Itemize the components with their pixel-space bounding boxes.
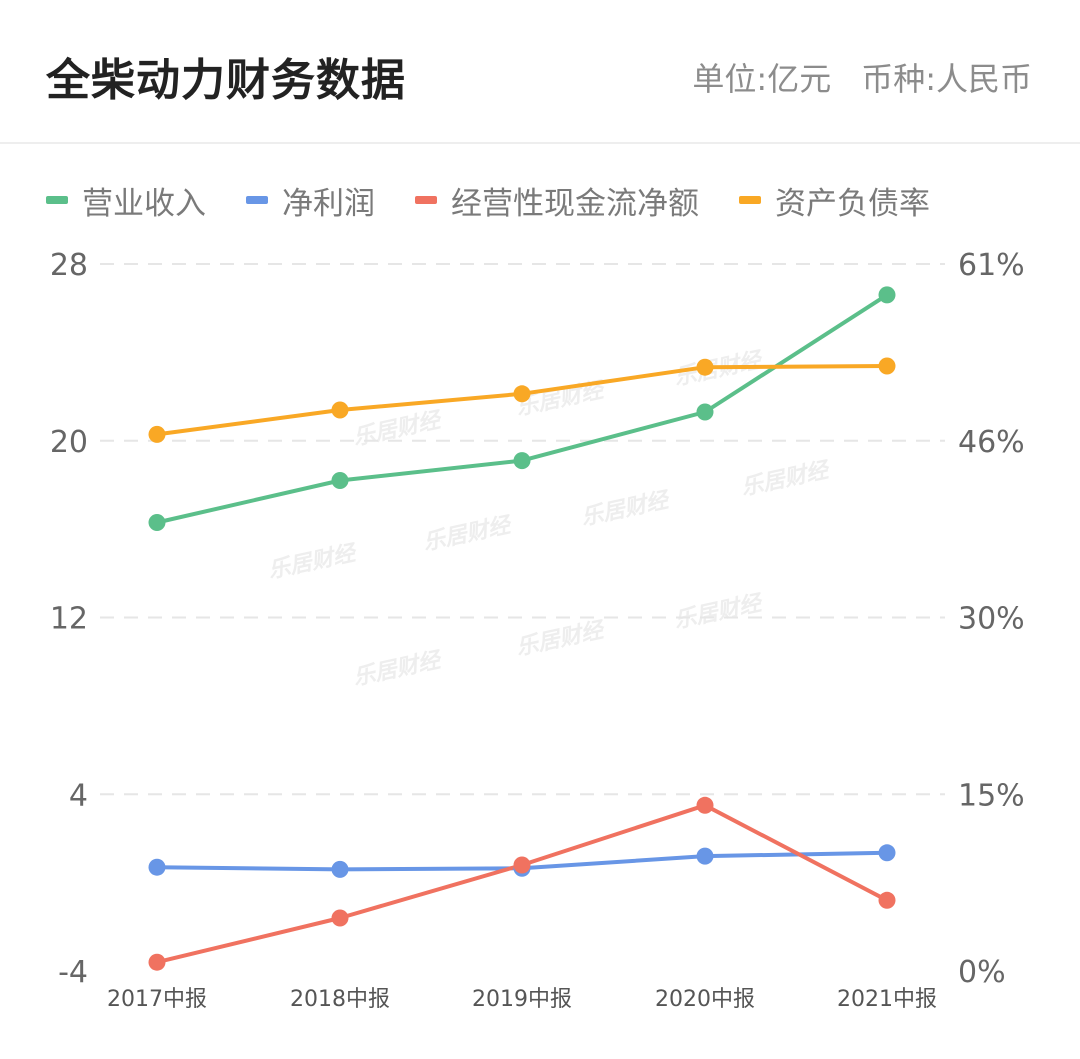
data-point xyxy=(331,909,349,927)
legend-item-net-profit[interactable]: 净利润 xyxy=(246,178,375,223)
data-point xyxy=(513,856,531,874)
data-point xyxy=(148,953,166,971)
legend-item-revenue[interactable]: 营业收入 xyxy=(46,178,206,223)
x-axis-ticks: 2017中报 2018中报 2019中报 2020中报 2021中报 xyxy=(107,987,937,1012)
data-point xyxy=(148,425,166,443)
legend-label: 营业收入 xyxy=(82,185,206,222)
data-point xyxy=(331,860,349,878)
right-tick-label: 15% xyxy=(958,778,1025,813)
x-tick-label: 2021中报 xyxy=(837,987,937,1012)
watermark-text: 乐居财经 xyxy=(351,407,445,451)
left-tick-label: 20 xyxy=(50,425,88,460)
right-tick-label: 46% xyxy=(958,425,1025,460)
watermark-text: 乐居财经 xyxy=(739,457,833,501)
legend-swatch-cash-flow xyxy=(415,196,437,204)
series-line-2 xyxy=(156,803,888,965)
right-tick-label: 30% xyxy=(958,602,1025,637)
data-point xyxy=(148,514,166,531)
data-point xyxy=(696,796,714,814)
watermark-text: 乐居财经 xyxy=(351,647,445,691)
data-point xyxy=(331,472,349,489)
data-point xyxy=(878,286,896,304)
watermark-text: 乐居财经 xyxy=(514,617,608,661)
legend-item-cash-flow[interactable]: 经营性现金流净额 xyxy=(415,178,699,223)
x-tick-label: 2018中报 xyxy=(290,987,390,1012)
currency-label: 币种:人民币 xyxy=(861,60,1032,98)
header: 全柴动力财务数据 单位:亿元 币种:人民币 xyxy=(0,0,1080,144)
gridlines xyxy=(100,263,945,796)
legend-label: 净利润 xyxy=(282,185,375,222)
legend-swatch-net-profit xyxy=(246,196,268,204)
right-axis-ticks: 61% 46% 30% 15% 0% xyxy=(958,248,1025,990)
line-chart: 乐居财经乐居财经乐居财经乐居财经乐居财经乐居财经乐居财经乐居财经乐居财经乐居财经… xyxy=(50,248,1025,1012)
legend-swatch-revenue xyxy=(46,196,68,204)
data-point xyxy=(878,891,896,909)
watermark-text: 乐居财经 xyxy=(421,512,515,556)
chart-legend: 营业收入 净利润 经营性现金流净额 资产负债率 xyxy=(46,178,970,222)
watermark-text: 乐居财经 xyxy=(579,487,673,531)
watermark-text: 乐居财经 xyxy=(266,540,360,584)
right-tick-label: 61% xyxy=(958,248,1025,283)
data-point xyxy=(148,858,166,876)
legend-label: 经营性现金流净额 xyxy=(451,185,699,222)
left-tick-label: 12 xyxy=(50,602,88,637)
data-point xyxy=(878,844,896,862)
x-tick-label: 2019中报 xyxy=(472,987,572,1012)
legend-label: 资产负债率 xyxy=(775,185,930,222)
data-point xyxy=(696,403,714,421)
left-tick-label: 28 xyxy=(50,248,88,283)
right-tick-label: 0% xyxy=(958,955,1006,990)
data-point xyxy=(513,452,531,470)
series-points xyxy=(148,286,896,971)
unit-label: 单位:亿元 xyxy=(692,60,832,98)
data-point xyxy=(513,385,531,403)
watermark-text: 乐居财经 xyxy=(672,590,766,634)
left-tick-label: -4 xyxy=(58,955,88,990)
units-info: 单位:亿元 币种:人民币 xyxy=(692,54,1032,100)
data-point xyxy=(331,401,349,419)
x-tick-label: 2017中报 xyxy=(107,987,207,1012)
legend-item-debt-ratio[interactable]: 资产负债率 xyxy=(739,178,930,223)
left-axis-ticks: 28 20 12 4 -4 xyxy=(50,248,88,990)
data-point xyxy=(878,357,896,375)
chart-title: 全柴动力财务数据 xyxy=(46,55,406,106)
data-point xyxy=(696,358,714,376)
left-tick-label: 4 xyxy=(69,778,88,813)
x-tick-label: 2020中报 xyxy=(655,987,755,1012)
data-point xyxy=(696,847,714,865)
legend-swatch-debt-ratio xyxy=(739,196,761,204)
